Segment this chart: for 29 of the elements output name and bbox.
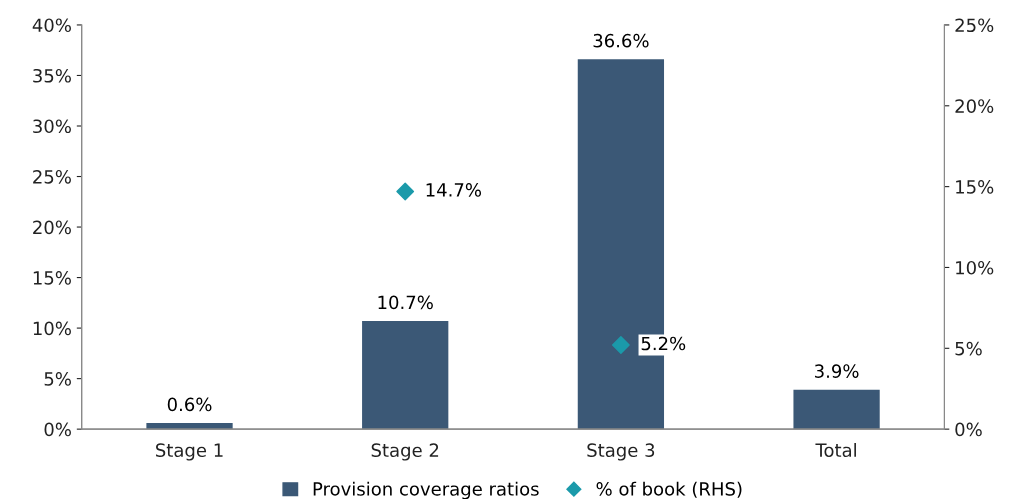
y2-tick-label: 5% bbox=[955, 341, 982, 356]
x-tick-label: Total bbox=[815, 443, 856, 458]
y-tick-label: 25% bbox=[33, 169, 71, 184]
y-tick-label: 35% bbox=[33, 68, 71, 83]
y-tick-label: 20% bbox=[33, 220, 71, 235]
data-label: 10.7% bbox=[378, 295, 433, 310]
y-tick-label: 10% bbox=[33, 321, 71, 336]
y-tick-label: 0% bbox=[44, 422, 71, 437]
legend-label: % of book (RHS) bbox=[596, 481, 742, 498]
y2-tick-label: 20% bbox=[955, 99, 994, 113]
data-label: 36.6% bbox=[593, 33, 649, 48]
data-label: 0.6% bbox=[167, 397, 212, 412]
y2-tick-label: 25% bbox=[955, 18, 994, 33]
bar bbox=[362, 321, 449, 430]
y2-tick-label: 0% bbox=[955, 422, 982, 437]
data-label: 14.7% bbox=[426, 183, 482, 197]
y2-tick-label: 10% bbox=[956, 260, 994, 275]
legend-label: Provision coverage ratios bbox=[313, 481, 539, 499]
x-tick-label: Stage 1 bbox=[156, 443, 223, 461]
data-label: 5.2% bbox=[641, 336, 686, 351]
bar bbox=[793, 389, 880, 430]
x-tick-label: Stage 2 bbox=[371, 443, 439, 461]
data-label: 3.9% bbox=[815, 364, 859, 378]
y-tick-label: 15% bbox=[33, 271, 71, 285]
y-tick-label: 30% bbox=[33, 119, 71, 134]
y-tick-label: 5% bbox=[44, 372, 71, 386]
y2-tick-label: 15% bbox=[956, 180, 994, 194]
y-tick-label: 40% bbox=[32, 18, 71, 33]
x-tick-label: Stage 3 bbox=[587, 443, 655, 461]
